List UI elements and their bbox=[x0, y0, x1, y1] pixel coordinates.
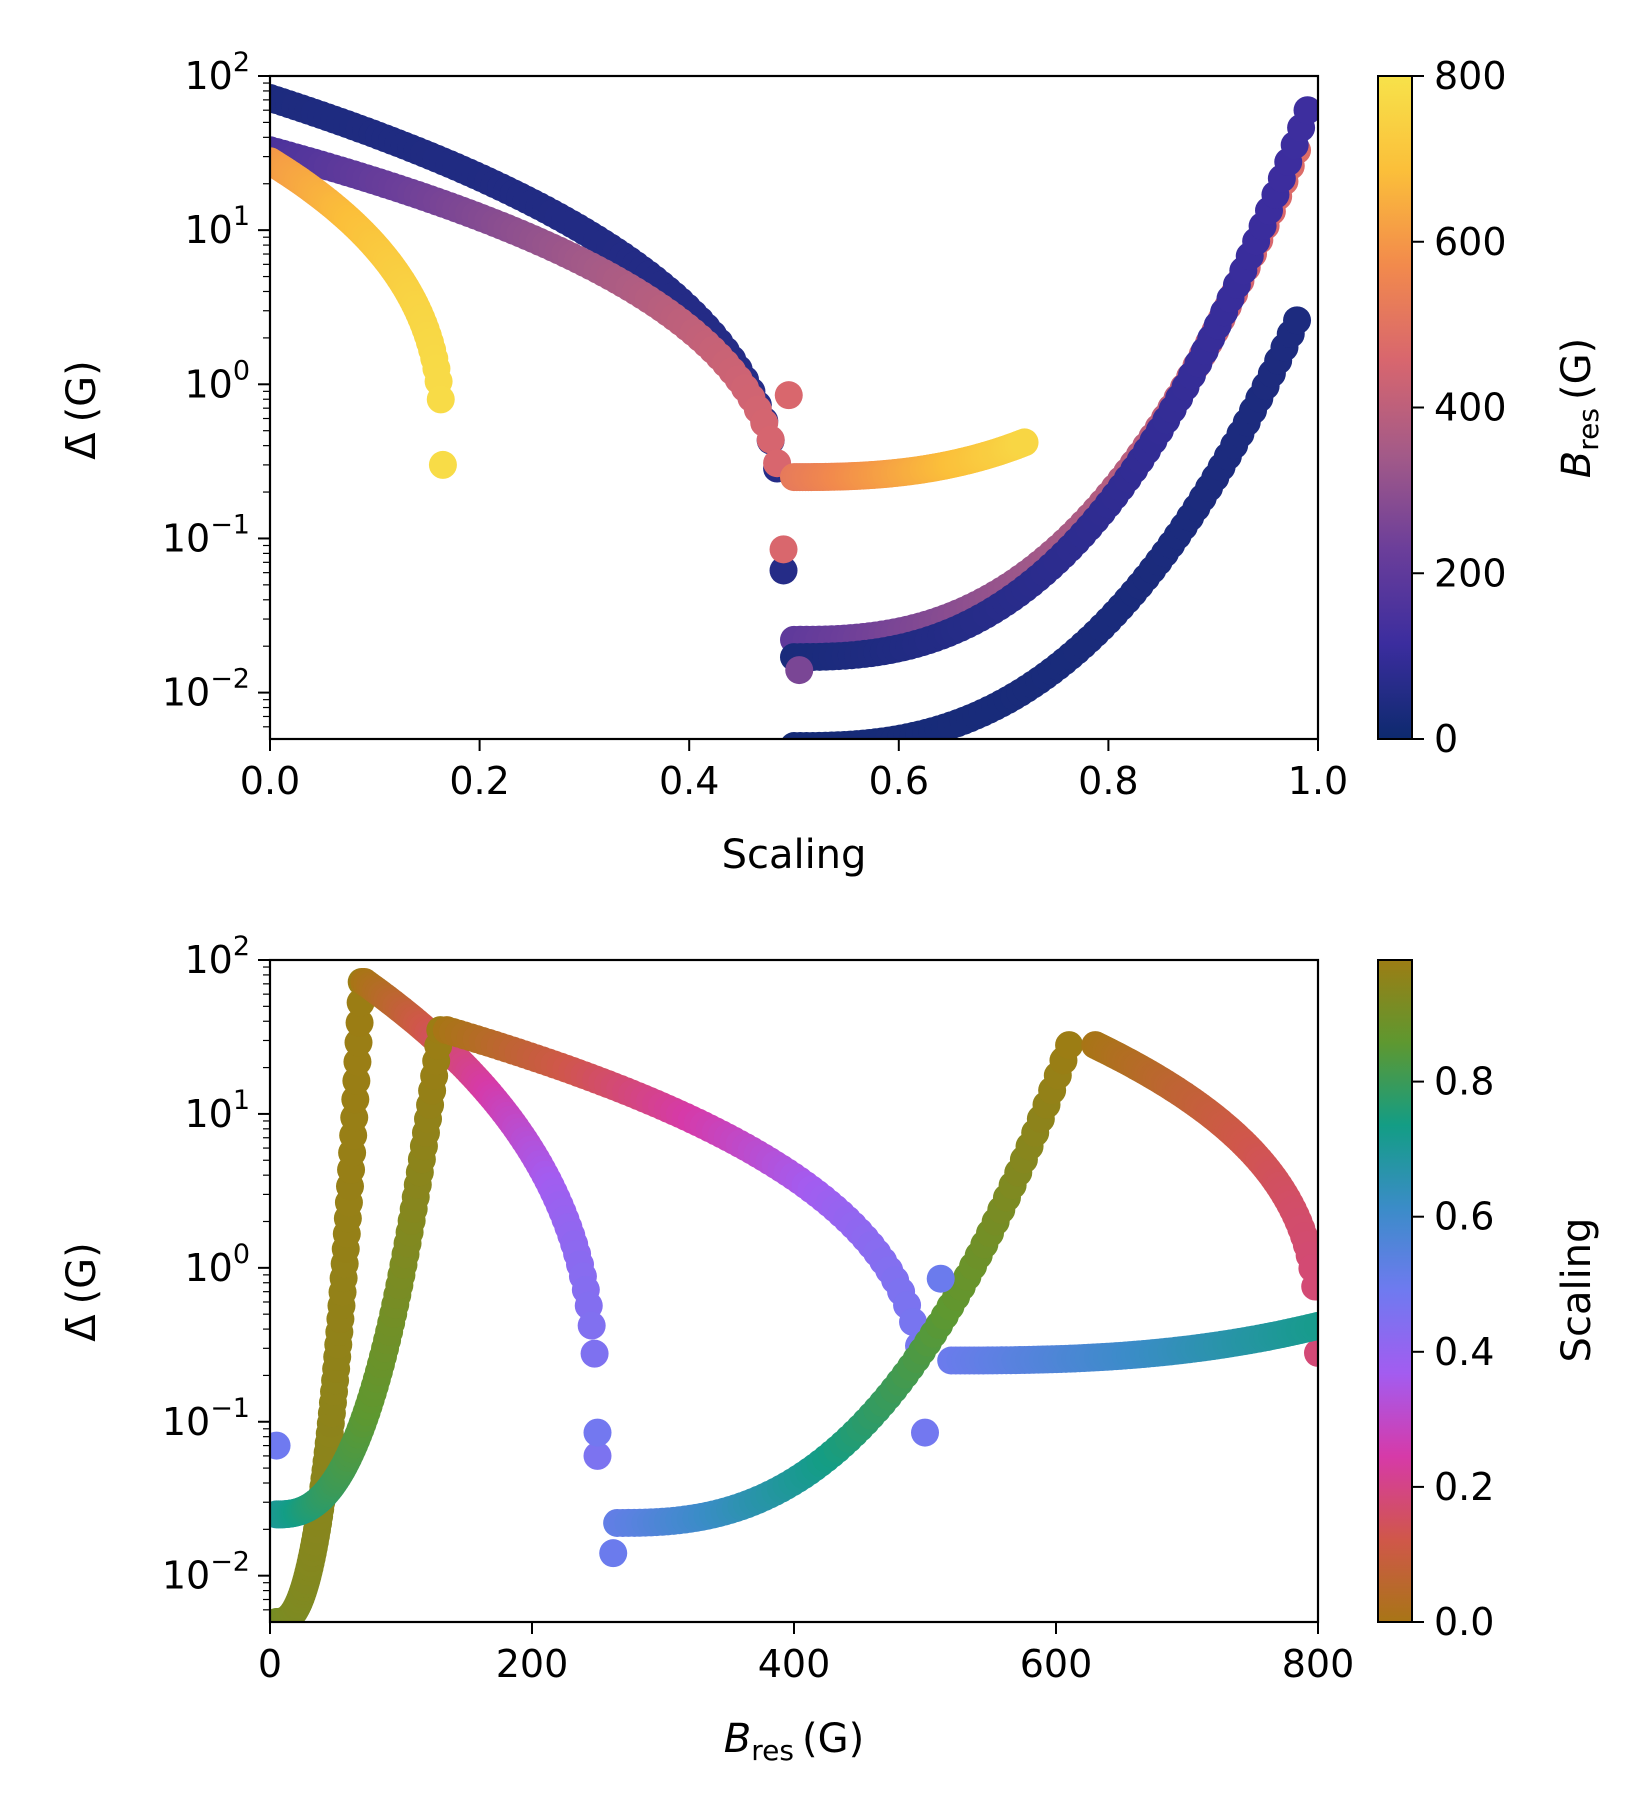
bottom-y-tick-label: 102 bbox=[184, 931, 250, 982]
bottom-y-tick-label: 10−2 bbox=[162, 1547, 250, 1598]
top-x-tick-label: 0.2 bbox=[449, 759, 509, 803]
top-x-tick-label: 0.8 bbox=[1078, 759, 1138, 803]
bottom-data-point bbox=[599, 1539, 628, 1568]
bottom-data-point bbox=[580, 1339, 609, 1368]
top-x-tick-label: 0.6 bbox=[869, 759, 929, 803]
top-y-tick-label: 100 bbox=[184, 355, 250, 406]
top-data-point bbox=[756, 425, 785, 454]
top-colorbar-tick-label: 200 bbox=[1434, 551, 1507, 595]
bottom-data-point bbox=[583, 1441, 612, 1470]
bottom-data-point bbox=[911, 1418, 939, 1447]
bottom-data-point bbox=[899, 1307, 928, 1336]
top-y-tick-label: 10−1 bbox=[162, 509, 250, 560]
bottom-data-point bbox=[1301, 1272, 1318, 1301]
bottom-y-tick-label: 10−1 bbox=[162, 1393, 250, 1444]
top-data-point bbox=[774, 381, 803, 410]
top-colorbar bbox=[1377, 75, 1413, 740]
bottom-data-point bbox=[345, 1008, 374, 1037]
top-colorbar-ticks: 0 200 400 600 800 bbox=[1412, 54, 1507, 761]
bottom-y-tick-label: 101 bbox=[184, 1085, 250, 1136]
bottom-colorbar-label: Scaling bbox=[1554, 1218, 1600, 1363]
top-x-tick-label: 0.0 bbox=[240, 759, 300, 803]
top-colorbar-tick-label: 800 bbox=[1434, 54, 1507, 98]
bottom-colorbar-tick-label: 0.2 bbox=[1434, 1465, 1494, 1509]
bottom-x-tick-label: 800 bbox=[1282, 1642, 1355, 1686]
bottom-x-axis: 0 200 400 600 800 bbox=[258, 1622, 1354, 1686]
bottom-x-tick-label: 400 bbox=[758, 1642, 831, 1686]
top-data-point bbox=[1283, 306, 1312, 335]
top-y-axis-label: Δ̄(G) bbox=[59, 360, 105, 460]
top-y-axis: 102 101 100 10−1 10−2 bbox=[162, 47, 270, 728]
bottom-x-axis-label: Bres (G) bbox=[724, 1716, 864, 1767]
top-data-point bbox=[769, 556, 798, 585]
top-plot-frame bbox=[268, 74, 1320, 741]
bottom-colorbar-tick-label: 0.0 bbox=[1434, 1600, 1494, 1644]
top-y-tick-label: 101 bbox=[184, 201, 250, 252]
top-data-point bbox=[769, 535, 798, 564]
bottom-x-tick-label: 600 bbox=[1020, 1642, 1093, 1686]
top-data-point bbox=[785, 656, 814, 685]
top-colorbar-label: Bres(G) bbox=[1554, 338, 1605, 478]
top-x-axis: 0.0 0.2 0.4 0.6 0.8 1.0 bbox=[240, 739, 1348, 803]
bottom-colorbar-tick-label: 0.8 bbox=[1434, 1060, 1494, 1104]
bottom-y-tick-label: 100 bbox=[184, 1239, 250, 1290]
top-colorbar-tick-label: 600 bbox=[1434, 220, 1507, 264]
top-data-point bbox=[428, 450, 457, 479]
bottom-data-point bbox=[577, 1311, 606, 1340]
top-x-axis-label: Scaling bbox=[722, 832, 867, 878]
bottom-x-tick-label: 0 bbox=[258, 1642, 282, 1686]
bottom-data-point bbox=[926, 1264, 955, 1293]
bottom-data-point bbox=[1055, 1031, 1084, 1060]
bottom-colorbar-tick-label: 0.4 bbox=[1434, 1330, 1494, 1374]
top-panel: 0.0 0.2 0.4 0.6 0.8 1.0 102 101 100 10−1 10−2 Sca… bbox=[59, 47, 1605, 878]
bottom-x-tick-label: 200 bbox=[496, 1642, 569, 1686]
bottom-colorbar-tick-label: 0.6 bbox=[1434, 1195, 1494, 1239]
top-y-tick-label: 10−2 bbox=[162, 664, 250, 715]
top-data-point bbox=[426, 385, 455, 414]
top-data-point bbox=[1293, 96, 1318, 125]
bottom-y-axis-label: Δ̄(G) bbox=[59, 1242, 105, 1342]
bottom-data-point bbox=[583, 1418, 612, 1447]
bottom-data-point bbox=[270, 1431, 291, 1460]
bottom-scatter-points bbox=[270, 967, 1318, 1622]
top-colorbar-tick-label: 0 bbox=[1434, 717, 1458, 761]
top-y-tick-label: 102 bbox=[184, 47, 250, 98]
top-data-point bbox=[1010, 428, 1039, 457]
top-colorbar-tick-label: 400 bbox=[1434, 386, 1507, 430]
top-scatter-points bbox=[270, 83, 1318, 739]
bottom-data-point bbox=[1304, 1311, 1318, 1340]
bottom-colorbar-ticks: 0.0 0.2 0.4 0.6 0.8 bbox=[1412, 1060, 1494, 1644]
bottom-data-point bbox=[344, 1028, 373, 1057]
bottom-y-axis: 102 101 100 10−1 10−2 bbox=[162, 931, 270, 1611]
top-x-tick-label: 0.4 bbox=[659, 759, 719, 803]
bottom-colorbar bbox=[1377, 959, 1413, 1623]
top-x-tick-label: 1.0 bbox=[1288, 759, 1348, 803]
bottom-data-point bbox=[1304, 1338, 1318, 1367]
